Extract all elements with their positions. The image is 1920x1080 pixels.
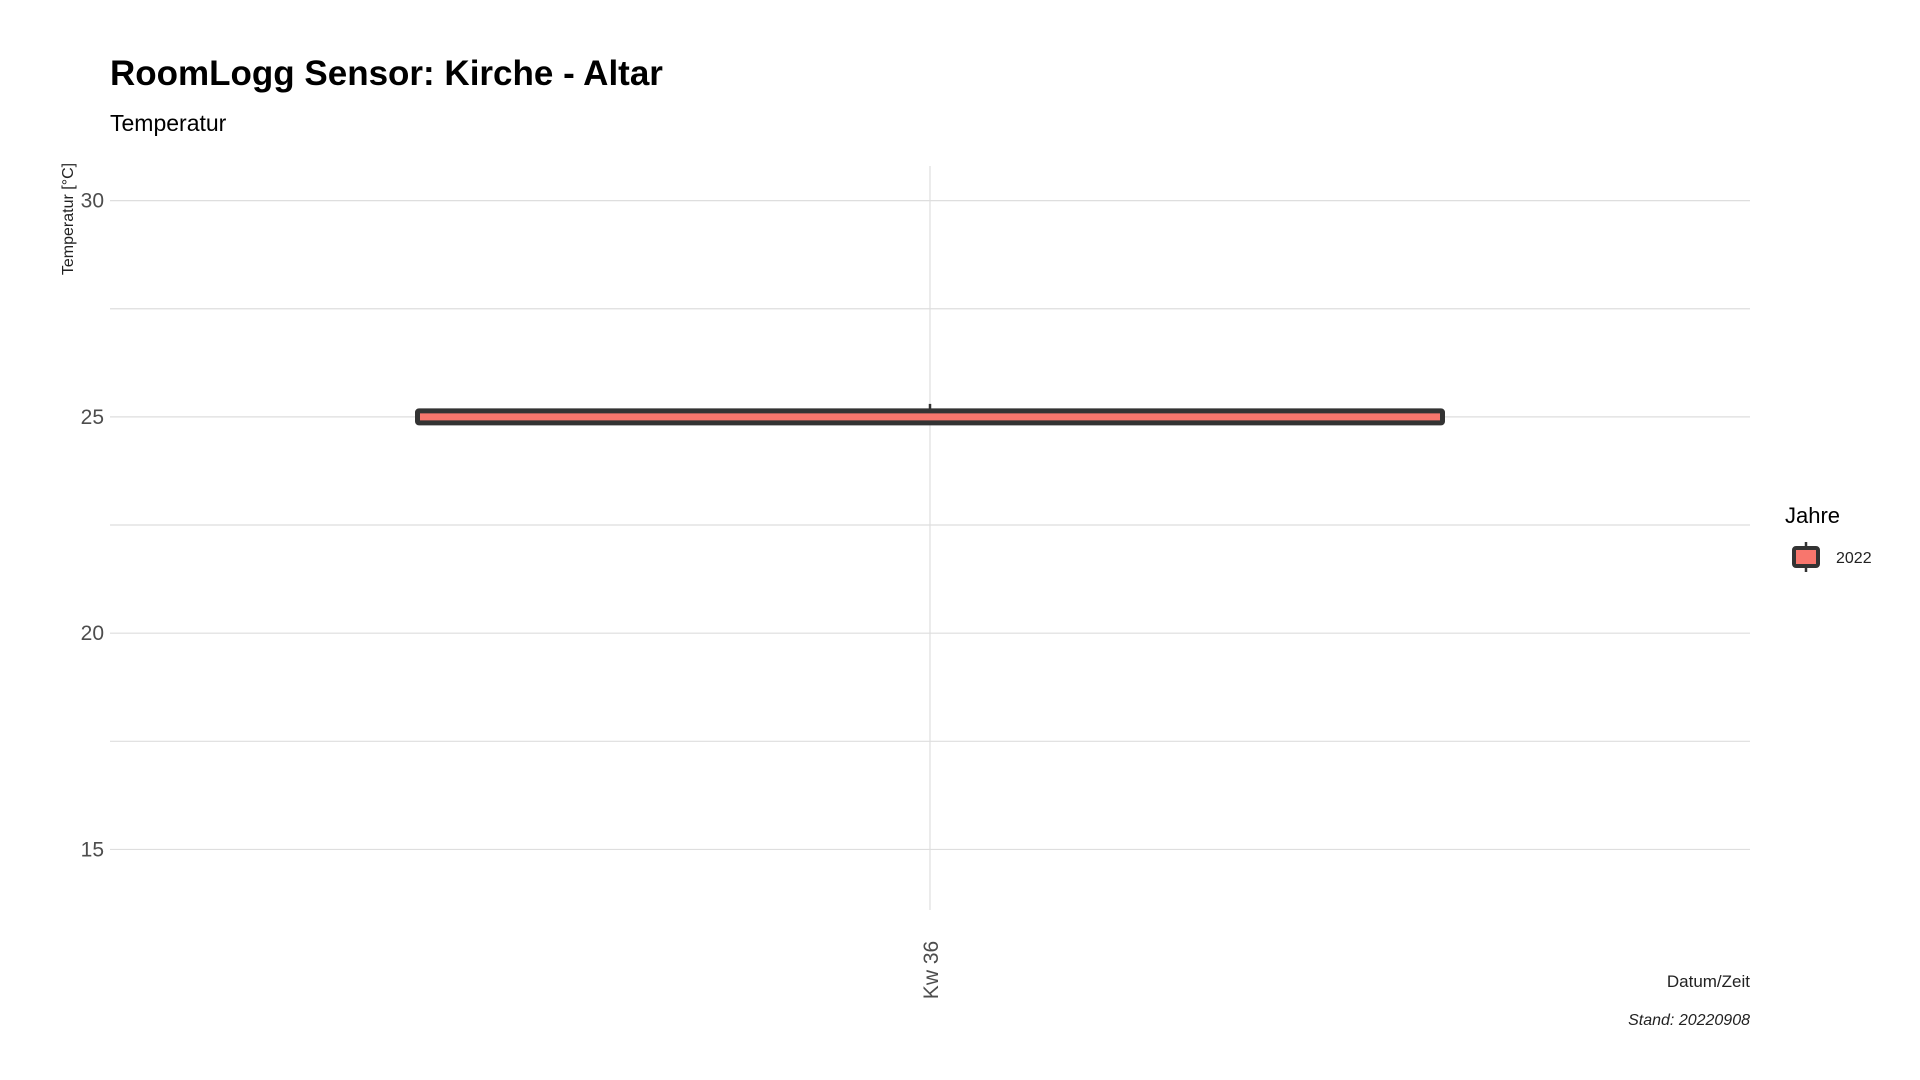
x-axis-ticks: Kw 36 [920, 941, 943, 999]
chart-caption: Stand: 20220908 [1628, 1012, 1750, 1029]
chart-subtitle: Temperatur [110, 110, 227, 136]
chart-title: RoomLogg Sensor: Kirche - Altar [110, 54, 663, 93]
legend-label: 2022 [1836, 550, 1872, 567]
y-axis-title: Temperatur [°C] [60, 163, 77, 275]
legend-title: Jahre [1785, 503, 1840, 528]
y-tick-label: 30 [81, 190, 104, 213]
boxes [415, 403, 1445, 426]
legend: Jahre 2022 [1785, 503, 1872, 572]
box-2022 [415, 403, 1445, 426]
legend-key-2022: 2022 [1792, 542, 1872, 572]
y-tick-label: 25 [81, 406, 104, 429]
y-axis-ticks: 15 20 25 30 [81, 190, 104, 862]
grid-lines [110, 166, 1750, 910]
x-tick-label: Kw 36 [920, 941, 943, 999]
y-tick-label: 20 [81, 622, 104, 645]
legend-keys: 2022 [1792, 542, 1872, 572]
y-tick-label: 15 [81, 838, 104, 861]
x-axis-title: Datum/Zeit [1667, 972, 1750, 991]
